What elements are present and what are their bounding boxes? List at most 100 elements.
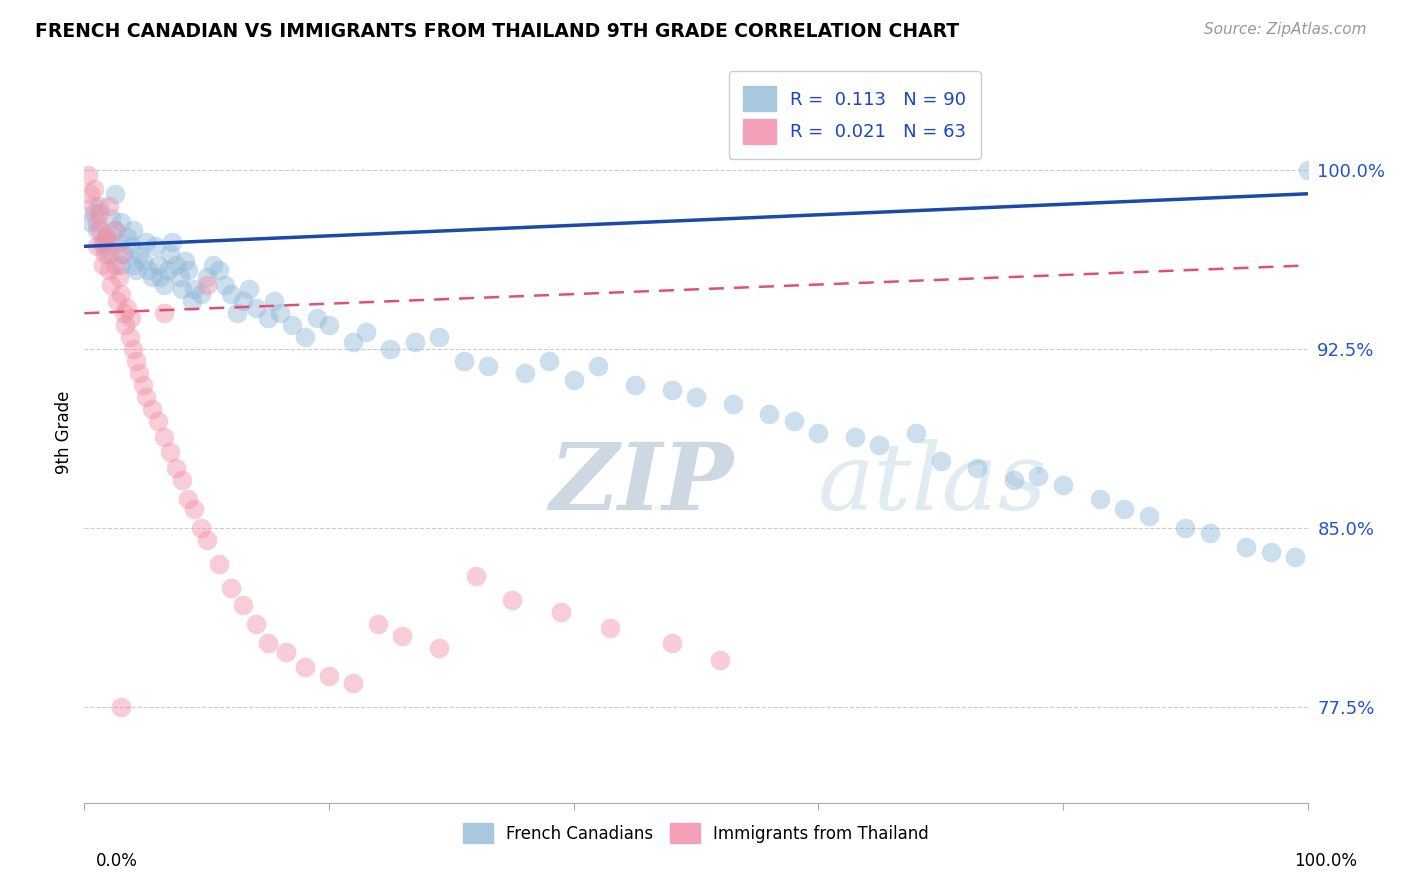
Point [513,366,536,380]
Point [107,235,129,249]
Point [624,377,647,392]
Point [599,622,621,636]
Point [257,636,280,650]
Point [1236,541,1258,555]
Point [149,270,172,285]
Point [110,215,132,229]
Point [190,287,212,301]
Point [201,259,224,273]
Point [86,222,108,236]
Point [100,277,122,292]
Point [77,168,100,182]
Text: FRENCH CANADIAN VS IMMIGRANTS FROM THAILAND 9TH GRADE CORRELATION CHART: FRENCH CANADIAN VS IMMIGRANTS FROM THAIL… [35,22,959,41]
Point [159,444,181,458]
Point [232,294,254,309]
Point [172,474,194,488]
Point [159,246,181,260]
Point [276,645,298,659]
Point [195,277,218,292]
Point [122,222,145,236]
Point [305,310,328,325]
Point [181,294,204,309]
Point [905,425,928,440]
Point [82,199,104,213]
Point [135,390,157,404]
Point [86,215,108,229]
Point [661,383,683,397]
Point [97,246,120,260]
Point [685,390,707,404]
Text: Source: ZipAtlas.com: Source: ZipAtlas.com [1204,22,1367,37]
Point [105,294,128,309]
Point [118,330,141,344]
Point [1137,509,1160,524]
Point [153,430,176,444]
Point [538,354,561,368]
Point [1002,474,1025,488]
Point [122,259,145,273]
Point [721,397,744,411]
Point [112,306,135,320]
Point [427,640,450,655]
Point [104,259,127,273]
Point [477,359,499,373]
Point [208,263,231,277]
Point [929,454,952,468]
Point [162,235,184,249]
Point [94,246,117,260]
Point [183,502,205,516]
Point [165,461,187,475]
Point [110,259,132,273]
Point [190,521,212,535]
Point [141,270,163,285]
Point [120,310,142,325]
Point [100,211,122,225]
Point [115,229,138,244]
Point [91,259,114,273]
Point [135,235,157,249]
Point [115,301,138,316]
Point [183,282,205,296]
Point [125,354,148,368]
Point [1198,525,1220,540]
Point [128,246,150,260]
Point [709,652,731,666]
Point [562,373,585,387]
Point [173,253,195,268]
Text: ZIP: ZIP [550,440,734,530]
Point [318,669,340,683]
Point [869,437,891,451]
Point [380,342,402,356]
Point [96,229,118,244]
Point [122,342,145,356]
Point [318,318,340,333]
Point [263,294,285,309]
Point [136,263,159,277]
Point [1174,521,1197,535]
Point [1284,549,1306,564]
Point [1028,468,1050,483]
Point [844,430,866,444]
Point [104,186,127,201]
Point [97,199,120,213]
Point [245,616,267,631]
Point [238,282,260,296]
Point [464,569,486,583]
Point [91,239,114,253]
Point [586,359,609,373]
Point [502,592,524,607]
Point [208,557,231,571]
Point [128,366,150,380]
Point [89,222,111,236]
Point [342,676,364,690]
Point [966,461,988,475]
Point [1114,502,1136,516]
Point [132,377,155,392]
Point [177,492,200,507]
Point [294,330,316,344]
Point [165,259,187,273]
Point [367,616,389,631]
Point [195,270,218,285]
Legend: French Canadians, Immigrants from Thailand: French Canadians, Immigrants from Thaila… [456,816,936,850]
Point [1088,492,1111,507]
